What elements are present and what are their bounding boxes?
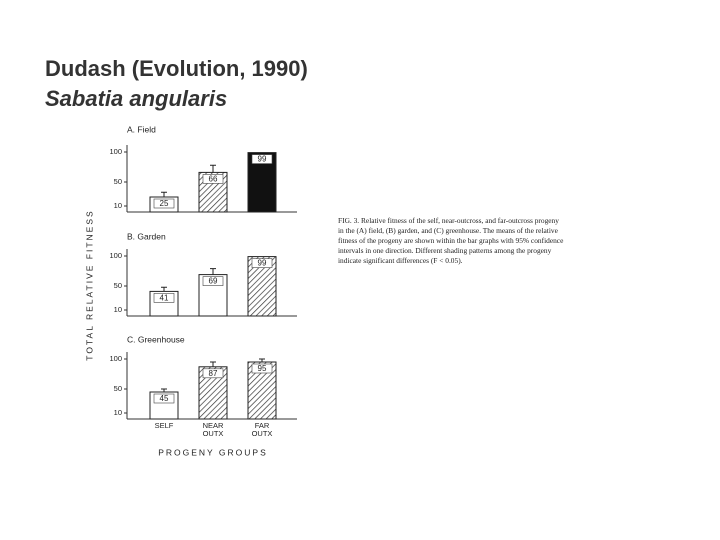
y-tick-label: 50 xyxy=(114,281,122,290)
x-tick-label: NEAR OUTX xyxy=(203,421,224,438)
y-tick-label: 10 xyxy=(114,408,122,417)
value-label-bg xyxy=(251,154,273,164)
x-tick-label: SELF xyxy=(155,421,174,430)
value-label-bg xyxy=(202,276,224,286)
x-tick-label: FAR OUTX xyxy=(252,421,273,438)
value-label: 99 xyxy=(258,155,267,164)
chart-title: C. Greenhouse xyxy=(127,334,185,344)
error-bar xyxy=(161,191,167,197)
x-axis-label: PROGENY GROUPS xyxy=(158,447,268,457)
y-tick-label: 10 xyxy=(114,305,122,314)
value-label-bg xyxy=(153,293,175,303)
value-label: 95 xyxy=(258,364,267,373)
figure-caption: FIG. 3. Relative fitness of the self, ne… xyxy=(338,216,564,265)
y-tick-label: 100 xyxy=(109,251,122,260)
error-bar xyxy=(210,361,216,367)
value-label: 69 xyxy=(209,277,218,286)
value-label-bg xyxy=(153,393,175,404)
slide-title: Dudash (Evolution, 1990) xyxy=(45,56,308,81)
slide-species: Sabatia angularis xyxy=(45,86,227,111)
y-axis-label: TOTAL RELATIVE FITNESS xyxy=(84,209,94,360)
value-label-bg xyxy=(202,174,224,184)
error-bar xyxy=(210,268,216,275)
value-label-bg xyxy=(251,258,273,268)
value-label-bg xyxy=(202,368,224,379)
y-tick-label: 50 xyxy=(114,384,122,393)
error-bar xyxy=(210,164,216,173)
y-tick-label: 100 xyxy=(109,147,122,156)
chart-title: B. Garden xyxy=(127,231,166,241)
value-label: 87 xyxy=(209,369,218,378)
chart-title: A. Field xyxy=(127,124,156,134)
value-label: 66 xyxy=(209,175,218,184)
value-label: 99 xyxy=(258,259,267,268)
error-bar xyxy=(161,286,167,292)
y-tick-label: 10 xyxy=(114,201,122,210)
value-label: 41 xyxy=(160,294,169,303)
y-tick-label: 100 xyxy=(109,354,122,363)
value-label-bg xyxy=(251,363,273,374)
y-tick-label: 50 xyxy=(114,177,122,186)
value-label: 25 xyxy=(160,199,169,208)
error-bar xyxy=(161,388,167,392)
value-label: 45 xyxy=(160,394,169,403)
error-bar xyxy=(259,358,265,362)
value-label-bg xyxy=(153,198,175,209)
